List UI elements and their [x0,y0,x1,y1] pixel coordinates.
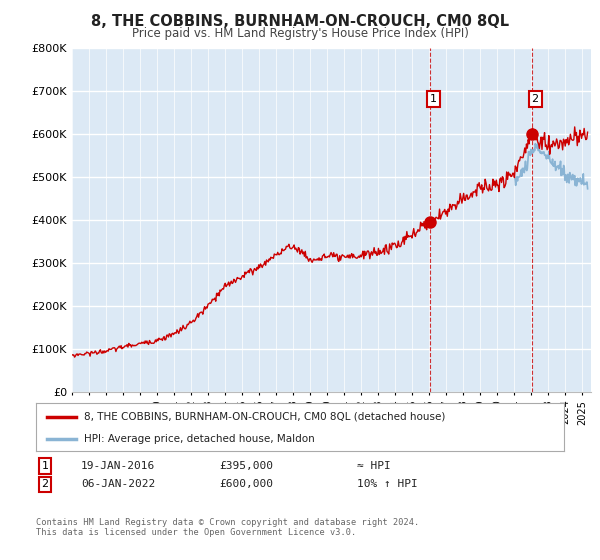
Text: HPI: Average price, detached house, Maldon: HPI: Average price, detached house, Mald… [83,434,314,444]
Text: ≈ HPI: ≈ HPI [357,461,391,471]
Text: 2: 2 [532,94,539,104]
Text: Price paid vs. HM Land Registry's House Price Index (HPI): Price paid vs. HM Land Registry's House … [131,27,469,40]
Text: £395,000: £395,000 [219,461,273,471]
Text: 10% ↑ HPI: 10% ↑ HPI [357,479,418,489]
Text: 06-JAN-2022: 06-JAN-2022 [81,479,155,489]
Text: £600,000: £600,000 [219,479,273,489]
Text: 1: 1 [41,461,49,471]
Text: Contains HM Land Registry data © Crown copyright and database right 2024.
This d: Contains HM Land Registry data © Crown c… [36,518,419,538]
Text: 8, THE COBBINS, BURNHAM-ON-CROUCH, CM0 8QL (detached house): 8, THE COBBINS, BURNHAM-ON-CROUCH, CM0 8… [83,412,445,422]
Text: 8, THE COBBINS, BURNHAM-ON-CROUCH, CM0 8QL: 8, THE COBBINS, BURNHAM-ON-CROUCH, CM0 8… [91,14,509,29]
Text: 2: 2 [41,479,49,489]
Text: 19-JAN-2016: 19-JAN-2016 [81,461,155,471]
Text: 1: 1 [430,94,437,104]
